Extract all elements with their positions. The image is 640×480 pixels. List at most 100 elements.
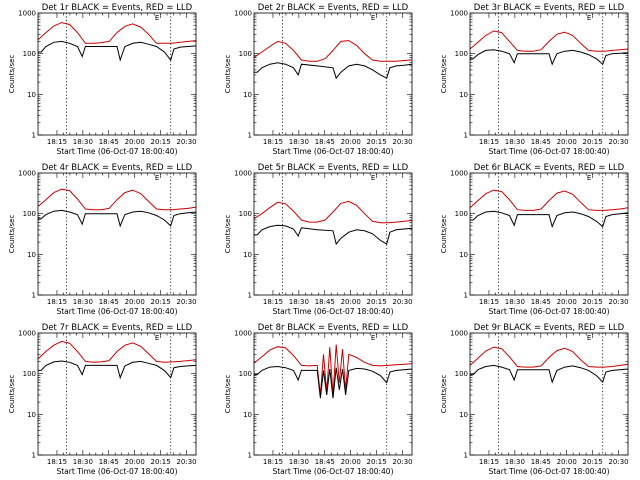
x-tick-label: 20:00 (341, 458, 361, 466)
x-tick-label: 20:00 (125, 298, 145, 306)
corner-label: E (155, 334, 159, 342)
x-tick-label: 20:00 (341, 138, 361, 146)
y-tick-label: 100 (239, 50, 252, 58)
x-axis-label: Start Time (06-Oct-07 18:00:40) (272, 307, 393, 316)
events-series-line (38, 360, 197, 380)
x-axis-label: Start Time (06-Oct-07 18:00:40) (272, 467, 393, 476)
x-tick-label: 18:15 (263, 298, 283, 306)
x-tick-label: 18:30 (73, 138, 93, 146)
y-tick-label: 1 (248, 452, 252, 460)
x-tick-label: 20:30 (176, 298, 196, 306)
x-tick-label: 18:15 (263, 138, 283, 146)
x-tick-label: 18:15 (47, 138, 67, 146)
panel-title: Det 7r BLACK = Events, RED = LLD (42, 323, 193, 333)
x-tick-label: 18:45 (315, 138, 335, 146)
y-tick-label: 10 (243, 91, 252, 99)
plot-frame (37, 332, 197, 456)
y-axis-label: Counts/sec (224, 55, 232, 94)
x-tick-label: 20:30 (176, 458, 196, 466)
events-series-line (38, 209, 197, 228)
x-tick-label: 20:30 (392, 458, 412, 466)
x-tick-label: 18:45 (315, 298, 335, 306)
y-tick-label: 10 (243, 411, 252, 419)
x-axis-label: Start Time (06-Oct-07 18:00:40) (488, 147, 609, 156)
y-tick-label: 10 (27, 251, 36, 259)
x-tick-label: 20:15 (367, 458, 387, 466)
x-tick-label: 18:45 (315, 458, 335, 466)
y-tick-label: 1000 (18, 170, 36, 178)
x-tick-label: 18:45 (99, 138, 119, 146)
events-series-line (254, 62, 413, 80)
x-tick-label: 20:30 (176, 138, 196, 146)
x-tick-label: 20:30 (608, 138, 628, 146)
x-tick-label: 20:15 (151, 298, 171, 306)
x-tick-label: 18:45 (99, 298, 119, 306)
y-tick-label: 100 (455, 50, 468, 58)
y-tick-label: 1000 (234, 170, 252, 178)
y-tick-label: 1000 (450, 170, 468, 178)
panel-title: Det 1r BLACK = Events, RED = LLD (42, 3, 193, 13)
x-tick-label: 20:15 (583, 298, 603, 306)
x-tick-label: 20:15 (583, 138, 603, 146)
y-tick-label: 1000 (234, 10, 252, 18)
plot-frame (253, 12, 413, 136)
x-tick-label: 20:00 (125, 458, 145, 466)
y-tick-label: 1 (248, 292, 252, 300)
y-axis-label: Counts/sec (8, 55, 16, 94)
x-tick-label: 20:00 (125, 138, 145, 146)
x-tick-label: 18:15 (479, 298, 499, 306)
x-tick-label: 20:15 (151, 458, 171, 466)
lld-series-line (37, 340, 197, 363)
x-tick-label: 20:15 (151, 138, 171, 146)
corner-label: E (155, 14, 159, 22)
panel-title: Det 4r BLACK = Events, RED = LLD (42, 163, 193, 173)
x-tick-label: 20:15 (583, 458, 603, 466)
y-tick-label: 1 (32, 452, 36, 460)
x-tick-label: 18:45 (531, 458, 551, 466)
corner-label: E (371, 14, 375, 22)
x-tick-label: 18:30 (289, 138, 309, 146)
plot-frame (469, 332, 629, 456)
y-tick-label: 1000 (18, 330, 36, 338)
y-tick-label: 1 (464, 132, 468, 140)
y-tick-label: 100 (239, 210, 252, 218)
lld-series-line (253, 200, 413, 224)
panel-title: Det 9r BLACK = Events, RED = LLD (474, 323, 625, 333)
y-axis-label: Counts/sec (8, 215, 16, 254)
panel-title: Det 8r BLACK = Events, RED = LLD (258, 323, 409, 333)
y-tick-label: 1 (32, 292, 36, 300)
corner-label: E (587, 14, 591, 22)
lld-series-line (469, 189, 629, 211)
plot-frame (253, 332, 413, 456)
corner-label: E (587, 334, 591, 342)
x-tick-label: 20:30 (392, 298, 412, 306)
panel-title: Det 5r BLACK = Events, RED = LLD (258, 163, 409, 173)
x-axis-label: Start Time (06-Oct-07 18:00:40) (272, 147, 393, 156)
y-tick-label: 100 (23, 50, 36, 58)
panel-title: Det 6r BLACK = Events, RED = LLD (474, 163, 625, 173)
y-axis-label: Counts/sec (440, 55, 448, 94)
y-tick-label: 10 (243, 251, 252, 259)
x-tick-label: 18:15 (479, 138, 499, 146)
y-tick-label: 10 (459, 91, 468, 99)
corner-label: E (587, 174, 591, 182)
panel-title: Det 3r BLACK = Events, RED = LLD (474, 3, 625, 13)
y-tick-label: 100 (23, 210, 36, 218)
y-tick-label: 100 (23, 370, 36, 378)
y-tick-label: 1 (32, 132, 36, 140)
corner-label: E (371, 334, 375, 342)
lld-series-line (37, 22, 197, 44)
x-tick-label: 18:15 (479, 458, 499, 466)
events-series-line (38, 40, 197, 62)
x-tick-label: 18:45 (531, 138, 551, 146)
plot-frame (469, 12, 629, 136)
y-tick-label: 10 (27, 91, 36, 99)
